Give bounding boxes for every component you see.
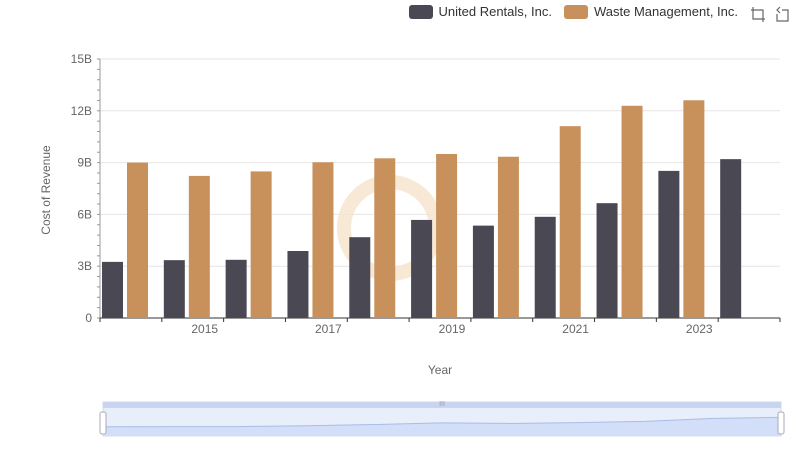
x-axis-title: Year xyxy=(428,363,452,377)
bar-waste-management xyxy=(312,162,334,318)
bar-united-rentals xyxy=(658,170,680,318)
bar-united-rentals xyxy=(102,261,123,318)
y-tick-label: 0 xyxy=(85,311,92,325)
bar-united-rentals xyxy=(411,219,433,318)
toolbox xyxy=(750,6,790,22)
bar-waste-management xyxy=(683,100,705,318)
bar-united-rentals xyxy=(472,225,494,318)
restore-icon[interactable] xyxy=(774,6,790,22)
bar-waste-management xyxy=(621,105,643,318)
y-tick-label: 12B xyxy=(71,104,92,118)
bar-united-rentals xyxy=(349,237,371,318)
legend-label-united-rentals: United Rentals, Inc. xyxy=(438,4,552,19)
bar-united-rentals xyxy=(534,216,556,318)
bar-waste-management xyxy=(497,156,519,318)
data-zoom-handle-left[interactable] xyxy=(99,411,107,435)
y-tick-label: 6B xyxy=(77,207,92,221)
x-tick-label: 2015 xyxy=(191,322,218,336)
legend-item-waste-management[interactable]: Waste Management, Inc. xyxy=(563,4,738,19)
zoom-icon[interactable] xyxy=(750,6,766,22)
bar-united-rentals xyxy=(596,203,618,318)
legend-swatch-united-rentals xyxy=(408,4,433,19)
y-tick-label: 3B xyxy=(77,259,92,273)
bar-waste-management xyxy=(188,175,210,318)
bar-united-rentals xyxy=(225,259,247,318)
x-tick-label: 2023 xyxy=(686,322,713,336)
x-tick-label: 2021 xyxy=(562,322,589,336)
bar-waste-management xyxy=(127,162,148,318)
legend: United Rentals, Inc. Waste Management, I… xyxy=(408,4,738,19)
legend-swatch-waste-management xyxy=(563,4,588,19)
bar-united-rentals xyxy=(163,260,185,318)
x-tick-label: 2017 xyxy=(315,322,342,336)
x-tick-label: 2019 xyxy=(439,322,466,336)
data-zoom-handle-right[interactable] xyxy=(777,411,785,435)
bar-waste-management xyxy=(374,158,396,318)
bar-united-rentals xyxy=(287,251,309,318)
data-zoom-overview-area xyxy=(103,417,781,436)
y-axis-title: Cost of Revenue xyxy=(39,145,53,235)
data-zoom-drag-grip[interactable]: III xyxy=(439,401,445,408)
bar-waste-management xyxy=(250,171,272,318)
y-tick-label: 9B xyxy=(77,156,92,170)
data-zoom-top-bar xyxy=(103,402,781,408)
legend-label-waste-management: Waste Management, Inc. xyxy=(593,4,738,19)
data-zoom-overview-line xyxy=(102,416,782,428)
legend-item-united-rentals[interactable]: United Rentals, Inc. xyxy=(408,4,552,19)
y-tick-label: 15B xyxy=(71,52,92,66)
bar-waste-management xyxy=(559,126,581,319)
bar-united-rentals xyxy=(720,159,742,318)
bar-waste-management xyxy=(436,153,458,318)
